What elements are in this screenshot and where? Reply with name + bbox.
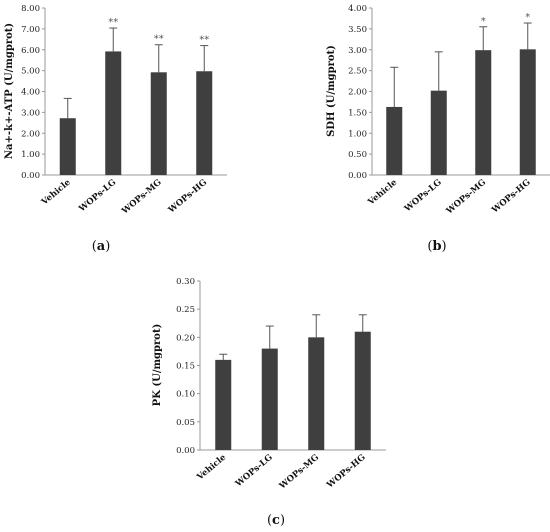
- x-tick-label: WOPs-LG: [77, 178, 119, 215]
- significance-marker: **: [154, 34, 164, 45]
- y-tick-label: 0.00: [21, 171, 40, 181]
- bar: [354, 331, 371, 450]
- bar: [59, 118, 76, 175]
- y-axis-label: Na+-k+-ATP (U/mgprot): [4, 23, 15, 159]
- bar: [261, 348, 278, 450]
- y-tick-label: 4.00: [21, 88, 40, 98]
- bar: [105, 51, 122, 175]
- bar: [215, 359, 232, 450]
- y-tick-label: 2.00: [21, 129, 40, 139]
- x-tick-label: WOPs-LG: [402, 178, 444, 215]
- panel-label-a: (a): [92, 239, 111, 254]
- chart-b: 0.00 0.50 1.00 1.50 2.00 2.50 3.00 3.50 4.00 SDH …: [326, 4, 550, 217]
- x-tick-label: Vehicle: [39, 177, 73, 208]
- y-axis-label: SDH (U/mgprot): [326, 45, 337, 137]
- significance-marker: *: [481, 16, 486, 27]
- y-tick-label: 4.00: [348, 4, 367, 14]
- bar: [519, 49, 536, 175]
- significance-marker: **: [199, 35, 209, 46]
- bar: [150, 72, 167, 175]
- y-axis-label: PK (U/mgprot): [152, 324, 163, 407]
- bar: [386, 106, 403, 175]
- x-tick-label: WOPs-MG: [277, 453, 321, 492]
- y-tick-label: 1.50: [348, 108, 367, 118]
- chart-a: 0.00 1.00 2.00 3.00 4.00 5.00 6.00 7.00 8.00 Na+-…: [4, 4, 227, 217]
- y-tick-label: 3.00: [21, 108, 40, 118]
- y-tick-label: 0.05: [176, 418, 195, 428]
- y-tick-label: 2.50: [348, 67, 367, 77]
- y-tick-label: 3.50: [348, 25, 367, 35]
- bar: [196, 71, 213, 175]
- bar: [308, 337, 325, 450]
- x-tick-label: WOPs-HG: [325, 453, 368, 491]
- y-tick-label: 0.25: [176, 305, 195, 315]
- y-tick-label: 8.00: [21, 4, 40, 14]
- x-tick-label: WOPs-HG: [490, 178, 533, 216]
- panel-label-c: (c): [267, 513, 285, 528]
- y-tick-label: 6.00: [21, 46, 40, 56]
- y-tick-label: 1.00: [348, 129, 367, 139]
- bar: [430, 90, 447, 175]
- x-tick-label: Vehicle: [366, 177, 400, 208]
- y-tick-label: 3.00: [348, 46, 367, 56]
- x-tick-label: WOPs-MG: [444, 178, 488, 217]
- bar: [475, 50, 492, 176]
- y-tick-label: 1.00: [21, 150, 40, 160]
- x-tick-label: Vehicle: [195, 452, 229, 483]
- significance-marker: **: [108, 17, 118, 28]
- y-tick-label: 2.00: [348, 88, 367, 98]
- significance-marker: *: [525, 12, 530, 23]
- y-tick-label: 0.20: [176, 333, 195, 343]
- panel-label-b: (b): [427, 239, 446, 254]
- x-tick-label: WOPs-LG: [233, 453, 275, 490]
- y-tick-label: 5.00: [21, 67, 40, 77]
- chart-c: 0.00 0.05 0.10 0.15 0.20 0.25 0.30 PK (U/mgprot…: [152, 277, 386, 492]
- x-tick-label: WOPs-MG: [119, 178, 163, 217]
- y-tick-label: 0.00: [176, 446, 195, 456]
- y-tick-label: 7.00: [21, 25, 40, 35]
- y-tick-label: 0.10: [176, 390, 195, 400]
- y-tick-label: 0.00: [348, 171, 367, 181]
- x-tick-label: WOPs-HG: [166, 178, 209, 216]
- y-tick-label: 0.15: [176, 362, 195, 372]
- y-tick-label: 0.30: [176, 277, 195, 287]
- y-tick-label: 0.50: [348, 150, 367, 160]
